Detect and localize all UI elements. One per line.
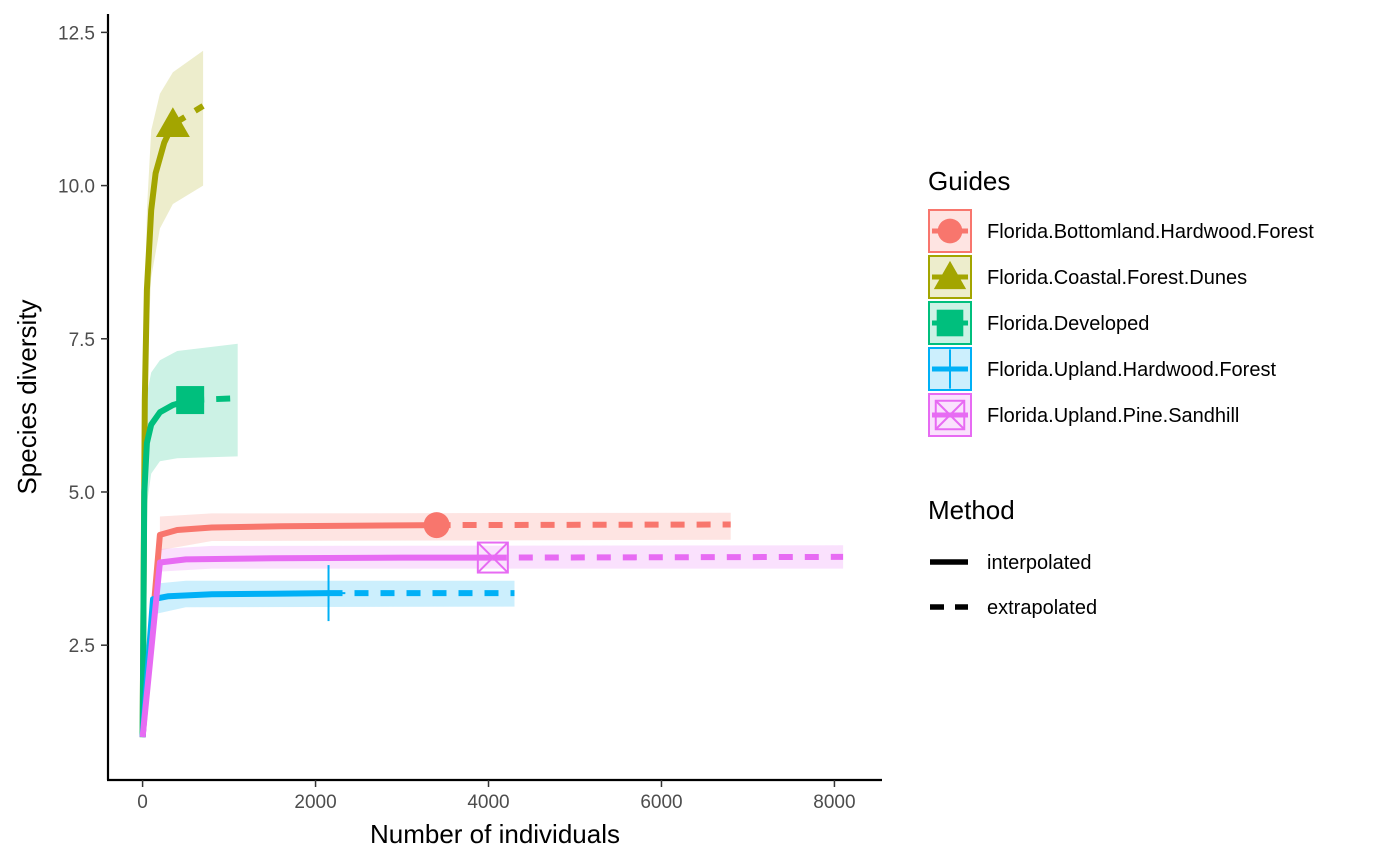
observed-point-florida-developed: [176, 386, 205, 415]
legend-key-florida-bottomland-hardwood-forest: [928, 209, 972, 253]
y-axis-title: Species diversity: [12, 299, 42, 494]
legend-label-florida-upland-hardwood-forest: Florida.Upland.Hardwood.Forest: [987, 359, 1276, 381]
y-tick-label: 2.5: [69, 636, 95, 657]
ci-ribbon-florida-upland-hardwood-forest: [153, 580, 515, 615]
series-lines: [139, 103, 844, 738]
ci-ribbon-florida-developed: [144, 343, 238, 554]
legend-label-florida-coastal-forest-dunes: Florida.Coastal.Forest.Dunes: [987, 267, 1247, 289]
y-tick-label: 7.5: [69, 330, 95, 351]
x-tick-label: 8000: [813, 792, 855, 813]
observed-point-florida-upland-pine-sandhill-box: [476, 541, 509, 574]
line-interpolated-florida-coastal-forest-dunes: [139, 123, 176, 738]
legend-key-florida-developed: [928, 301, 972, 345]
legend-key-shape: [933, 260, 967, 290]
line-interpolated-florida-developed: [139, 397, 192, 738]
x-axis-ticks: 0 2000 4000 6000 8000: [137, 780, 856, 813]
legend-key-shape: [936, 309, 964, 337]
observed-point-florida-upland-pine-sandhill-d2: [477, 541, 509, 574]
x-axis-title: Number of individuals: [370, 819, 620, 849]
x-tick-label: 0: [137, 792, 148, 813]
observed-point-florida-coastal-forest-dunes: [155, 107, 190, 138]
x-tick-label: 6000: [640, 792, 682, 813]
legend-label-florida-bottomland-hardwood-forest: Florida.Bottomland.Hardwood.Forest: [987, 221, 1314, 243]
legend-label-florida-developed: Florida.Developed: [987, 313, 1149, 335]
legend-key-florida-upland-pine-sandhill: [928, 393, 972, 437]
legend-label-extrapolated: extrapolated: [987, 597, 1097, 619]
y-tick-label: 12.5: [58, 23, 95, 44]
x-tick-label: 2000: [294, 792, 336, 813]
legend-key-shape: [938, 349, 962, 389]
line-interpolated-florida-upland-hardwood-forest: [139, 590, 329, 738]
legend-method: Method interpolated extrapolated: [928, 495, 1097, 619]
observed-point-florida-bottomland-hardwood-forest: [423, 512, 450, 539]
x-tick-label: 4000: [467, 792, 509, 813]
legend-key-shape: [934, 399, 966, 431]
legend-guides-title: Guides: [928, 166, 1010, 196]
legend-key-florida-coastal-forest-dunes: [928, 255, 972, 299]
legend-key-florida-upland-hardwood-forest: [928, 347, 972, 391]
legend-label-florida-upland-pine-sandhill: Florida.Upland.Pine.Sandhill: [987, 405, 1239, 427]
legend-key-shape-d2: [935, 400, 965, 430]
line-extrapolated-florida-upland-pine-sandhill: [492, 553, 844, 561]
legend-key-shape: [937, 218, 963, 244]
legend-key-shape-box: [934, 399, 966, 431]
y-tick-label: 10.0: [58, 177, 95, 198]
line-interpolated-florida-bottomland-hardwood-forest: [139, 522, 437, 738]
legend-guides: Guides Florida.Bottomland.Hardwood.Fores…: [928, 166, 1314, 437]
line-interpolated-florida-upland-pine-sandhill: [139, 554, 493, 738]
y-tick-label: 5.0: [69, 483, 95, 504]
y-axis-ticks: 2.5 5.0 7.5 10.0 12.5: [58, 23, 108, 657]
legend-label-interpolated: interpolated: [987, 552, 1092, 574]
observed-point-florida-upland-hardwood-forest: [311, 565, 346, 622]
confidence-ribbons: [144, 50, 844, 615]
observed-points: [155, 107, 509, 622]
line-extrapolated-florida-bottomland-hardwood-forest: [436, 521, 731, 529]
observed-point-florida-upland-pine-sandhill: [476, 541, 509, 574]
legend-method-title: Method: [928, 495, 1015, 525]
